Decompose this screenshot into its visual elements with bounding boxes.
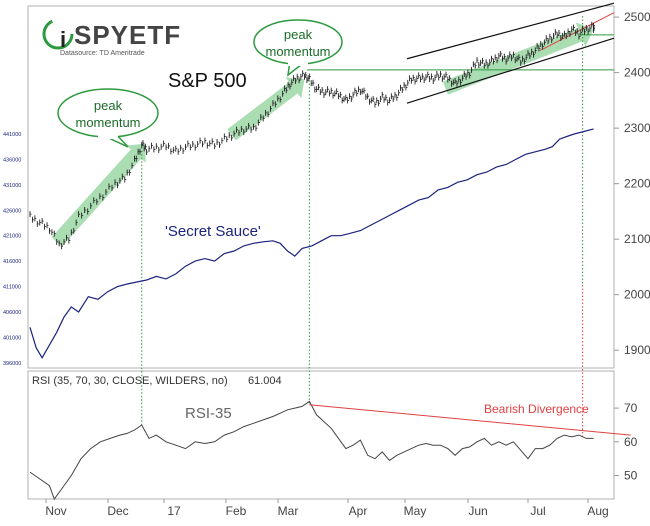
left-axis-tick-label: 431000 bbox=[3, 183, 21, 189]
right-axis-tick-label: 1900 bbox=[624, 343, 650, 357]
left-axis-tick-label: 436000 bbox=[3, 157, 21, 163]
left-axis-tick-label: 411000 bbox=[3, 285, 21, 291]
right-axis-tick-label: 2300 bbox=[624, 121, 650, 135]
logo-brand-text: SPYETF bbox=[74, 20, 181, 50]
bearish-divergence-label: Bearish Divergence bbox=[484, 402, 589, 416]
right-axis-tick-label: 2400 bbox=[624, 66, 650, 80]
callout-gap bbox=[98, 131, 118, 139]
right-axis-tick-label: 2100 bbox=[624, 232, 650, 246]
logo-ring-icon bbox=[42, 18, 74, 50]
rsi-axis-tick-label: 70 bbox=[624, 401, 638, 415]
chart-title: S&P 500 bbox=[168, 70, 247, 92]
right-axis-tick-label: 2200 bbox=[624, 177, 650, 191]
x-axis-tick-label: 17 bbox=[167, 504, 181, 518]
callout-gap bbox=[288, 58, 308, 66]
left-axis-tick-label: 421000 bbox=[3, 234, 21, 240]
left-axis-tick-label: 416000 bbox=[3, 259, 21, 265]
momentum-arrow-1 bbox=[51, 143, 146, 247]
peak-momentum-callout-1: peak momentum bbox=[57, 88, 159, 148]
x-axis-tick-label: Aug bbox=[587, 504, 608, 518]
rsi-line bbox=[29, 400, 594, 501]
left-axis-tick-label: 396000 bbox=[3, 361, 21, 367]
rsi-title: RSI-35 bbox=[185, 405, 232, 422]
right-axis-tick-label: 2500 bbox=[624, 10, 650, 24]
logo-i-glyph: i bbox=[60, 27, 66, 52]
callout-text-line2: momentum bbox=[75, 115, 140, 130]
left-axis-tick-label: 441000 bbox=[3, 132, 21, 138]
rsi-axis-tick-label: 60 bbox=[624, 435, 638, 449]
left-axis-tick-label: 406000 bbox=[3, 310, 21, 316]
secret-sauce-label: 'Secret Sauce' bbox=[165, 223, 261, 240]
callout-text-line1: peak bbox=[284, 27, 313, 42]
callout-text-line2: momentum bbox=[265, 44, 330, 59]
x-axis-tick-label: Nov bbox=[45, 504, 66, 518]
channel-lower-line bbox=[406, 37, 615, 104]
rsi-indicator-label: RSI (35, 70, 30, CLOSE, WILDERS, no) bbox=[32, 375, 228, 387]
x-axis-tick-label: Dec bbox=[107, 504, 128, 518]
x-axis-tick-label: Jul bbox=[530, 504, 545, 518]
rsi-axis-tick-label: 50 bbox=[624, 469, 638, 483]
right-axis-tick-label: 2000 bbox=[624, 288, 650, 302]
logo-datasource: Datasource: TD Ameritrade bbox=[60, 50, 145, 57]
rsi-indicator-value: 61.004 bbox=[248, 375, 282, 387]
rsi-panel-frame bbox=[27, 370, 615, 500]
bearish-divergence-line bbox=[309, 404, 631, 436]
x-axis-tick-label: Apr bbox=[349, 504, 368, 518]
secret-sauce-line bbox=[29, 128, 594, 359]
momentum-arrow-2 bbox=[227, 77, 305, 141]
x-axis-tick-label: Mar bbox=[278, 504, 299, 518]
left-axis-tick-label: 426000 bbox=[3, 208, 21, 214]
channel-upper-line bbox=[406, 2, 615, 60]
left-axis-tick-label: 401000 bbox=[3, 335, 21, 341]
x-axis-tick-label: Feb bbox=[226, 504, 247, 518]
peak-momentum-callout-2: peak momentum bbox=[253, 19, 343, 77]
logo-brand-full: iSPYETF bbox=[0, 0, 5, 1]
callout-text-line1: peak bbox=[94, 98, 123, 113]
x-axis-tick-label: May bbox=[404, 504, 427, 518]
x-axis-tick-label: Jun bbox=[468, 504, 487, 518]
